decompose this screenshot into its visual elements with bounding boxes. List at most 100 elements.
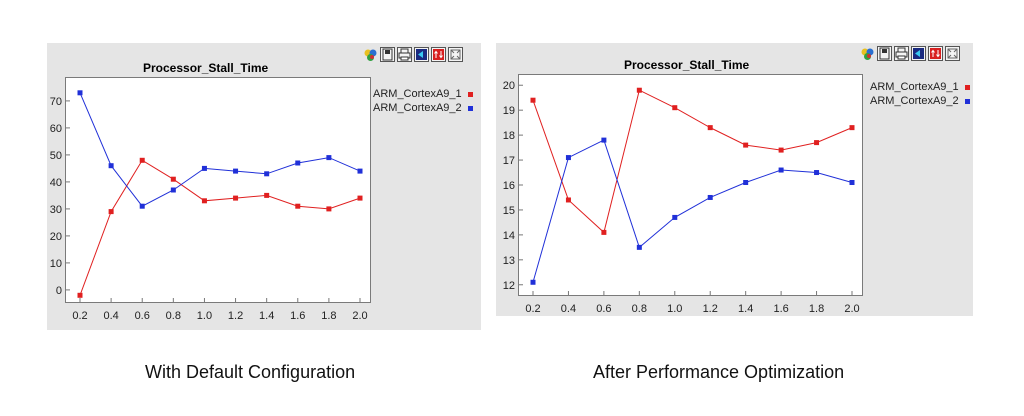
x-tick-label: 1.4 bbox=[738, 303, 753, 315]
fit-icon[interactable] bbox=[448, 47, 463, 62]
data-point bbox=[636, 244, 642, 250]
legend-label: ARM_CortexA9_1 bbox=[870, 81, 959, 93]
data-point bbox=[295, 203, 301, 209]
x-tick-label: 1.8 bbox=[809, 303, 824, 315]
legend-item: ARM_CortexA9_2 bbox=[870, 94, 970, 108]
export-icon[interactable] bbox=[414, 47, 429, 62]
chart-panel-left: Processor_Stall_Time 0 10 20 30 40 50 60 70 0.2 0… bbox=[47, 43, 481, 330]
data-point bbox=[565, 155, 571, 161]
y-tick-label: 20 bbox=[50, 231, 62, 243]
y-tick-label: 30 bbox=[50, 204, 62, 216]
x-tick-label: 1.6 bbox=[290, 310, 305, 322]
y-tick-label: 0 bbox=[56, 285, 62, 297]
legend-label: ARM_CortexA9_2 bbox=[870, 95, 959, 107]
legend: ARM_CortexA9_1 ARM_CortexA9_2 bbox=[373, 87, 473, 115]
y-tick-label: 50 bbox=[50, 150, 62, 162]
data-point bbox=[636, 87, 642, 93]
x-tick-label: 0.8 bbox=[632, 303, 647, 315]
x-tick-label: 1.2 bbox=[703, 303, 718, 315]
legend-label: ARM_CortexA9_2 bbox=[373, 102, 462, 114]
x-tick-label: 2.0 bbox=[844, 303, 859, 315]
chart-toolbar bbox=[363, 47, 463, 62]
line-chart: 0 10 20 30 40 50 60 70 0.2 0.4 0.6 0.8 1.0 1.2 1.4 1.6 1… bbox=[50, 90, 368, 322]
data-point bbox=[108, 163, 114, 169]
chart-title: Processor_Stall_Time bbox=[624, 58, 750, 72]
data-point bbox=[326, 206, 332, 212]
data-point bbox=[778, 167, 784, 173]
save-icon[interactable] bbox=[380, 47, 395, 62]
data-point bbox=[201, 198, 207, 204]
chart-toolbar bbox=[860, 46, 960, 61]
y-tick-label: 70 bbox=[50, 96, 62, 108]
y-tick-label: 20 bbox=[503, 80, 515, 92]
y-tick-label: 60 bbox=[50, 123, 62, 135]
fit-icon[interactable] bbox=[945, 46, 960, 61]
data-point bbox=[672, 105, 678, 111]
chart-panel-right: Processor_Stall_Time 12 13 14 15 16 17 18 19 20 0… bbox=[496, 43, 973, 316]
data-point bbox=[814, 140, 820, 146]
y-tick-label: 19 bbox=[503, 105, 515, 117]
data-point bbox=[530, 97, 536, 103]
y-tick-label: 12 bbox=[503, 280, 515, 292]
chart-title: Processor_Stall_Time bbox=[143, 61, 269, 75]
y-tick-label: 18 bbox=[503, 130, 515, 142]
data-point bbox=[357, 168, 363, 174]
caption: With Default Configuration bbox=[145, 362, 356, 382]
palette-icon[interactable] bbox=[363, 47, 378, 62]
data-point bbox=[77, 90, 83, 96]
data-point bbox=[108, 209, 114, 215]
sort-icon[interactable] bbox=[928, 46, 943, 61]
x-tick-label: 1.2 bbox=[228, 310, 243, 322]
series-line bbox=[79, 92, 361, 207]
data-point bbox=[295, 160, 301, 166]
x-tick-label: 0.6 bbox=[596, 303, 611, 315]
plot-area: 12 13 14 15 16 17 18 19 20 0.2 0.4 0.6 0.8 1.0 1.2 1.4 1… bbox=[503, 74, 863, 315]
data-point bbox=[707, 125, 713, 131]
palette-icon[interactable] bbox=[860, 46, 875, 61]
data-point bbox=[77, 292, 83, 298]
data-point bbox=[530, 279, 536, 285]
data-point bbox=[707, 194, 713, 200]
data-point bbox=[233, 195, 239, 201]
legend: ARM_CortexA9_1 ARM_CortexA9_2 bbox=[870, 80, 970, 108]
data-point bbox=[814, 170, 820, 176]
data-point bbox=[565, 197, 571, 203]
legend-swatch bbox=[467, 105, 473, 111]
y-tick-label: 40 bbox=[50, 177, 62, 189]
data-point bbox=[849, 125, 855, 131]
data-point bbox=[139, 157, 145, 163]
legend-swatch bbox=[964, 98, 970, 104]
x-tick-label: 0.2 bbox=[72, 310, 87, 322]
data-point bbox=[233, 168, 239, 174]
plot-area: 0 10 20 30 40 50 60 70 0.2 0.4 0.6 0.8 1.0 1.2 1.4 1.6 1… bbox=[50, 77, 371, 322]
data-point bbox=[601, 229, 607, 235]
x-tick-label: 1.0 bbox=[197, 310, 212, 322]
data-point bbox=[743, 142, 749, 148]
data-point bbox=[170, 176, 176, 182]
export-icon[interactable] bbox=[911, 46, 926, 61]
y-tick-label: 13 bbox=[503, 255, 515, 267]
print-icon[interactable] bbox=[894, 46, 909, 61]
print-icon[interactable] bbox=[397, 47, 412, 62]
data-point bbox=[778, 147, 784, 153]
legend-swatch bbox=[467, 91, 473, 97]
data-point bbox=[601, 137, 607, 143]
x-tick-label: 0.4 bbox=[561, 303, 576, 315]
save-icon[interactable] bbox=[877, 46, 892, 61]
data-point bbox=[139, 203, 145, 209]
data-point bbox=[849, 180, 855, 186]
x-tick-label: 0.2 bbox=[525, 303, 540, 315]
legend-label: ARM_CortexA9_1 bbox=[373, 88, 462, 100]
y-tick-label: 17 bbox=[503, 155, 515, 167]
sort-icon[interactable] bbox=[431, 47, 446, 62]
data-point bbox=[264, 192, 270, 198]
y-tick-label: 16 bbox=[503, 180, 515, 192]
legend-swatch bbox=[964, 84, 970, 90]
series-line bbox=[532, 89, 853, 234]
data-point bbox=[357, 195, 363, 201]
y-tick-label: 15 bbox=[503, 205, 515, 217]
x-tick-label: 1.0 bbox=[667, 303, 682, 315]
data-point bbox=[672, 214, 678, 220]
data-point bbox=[201, 165, 207, 171]
x-tick-label: 0.6 bbox=[135, 310, 150, 322]
